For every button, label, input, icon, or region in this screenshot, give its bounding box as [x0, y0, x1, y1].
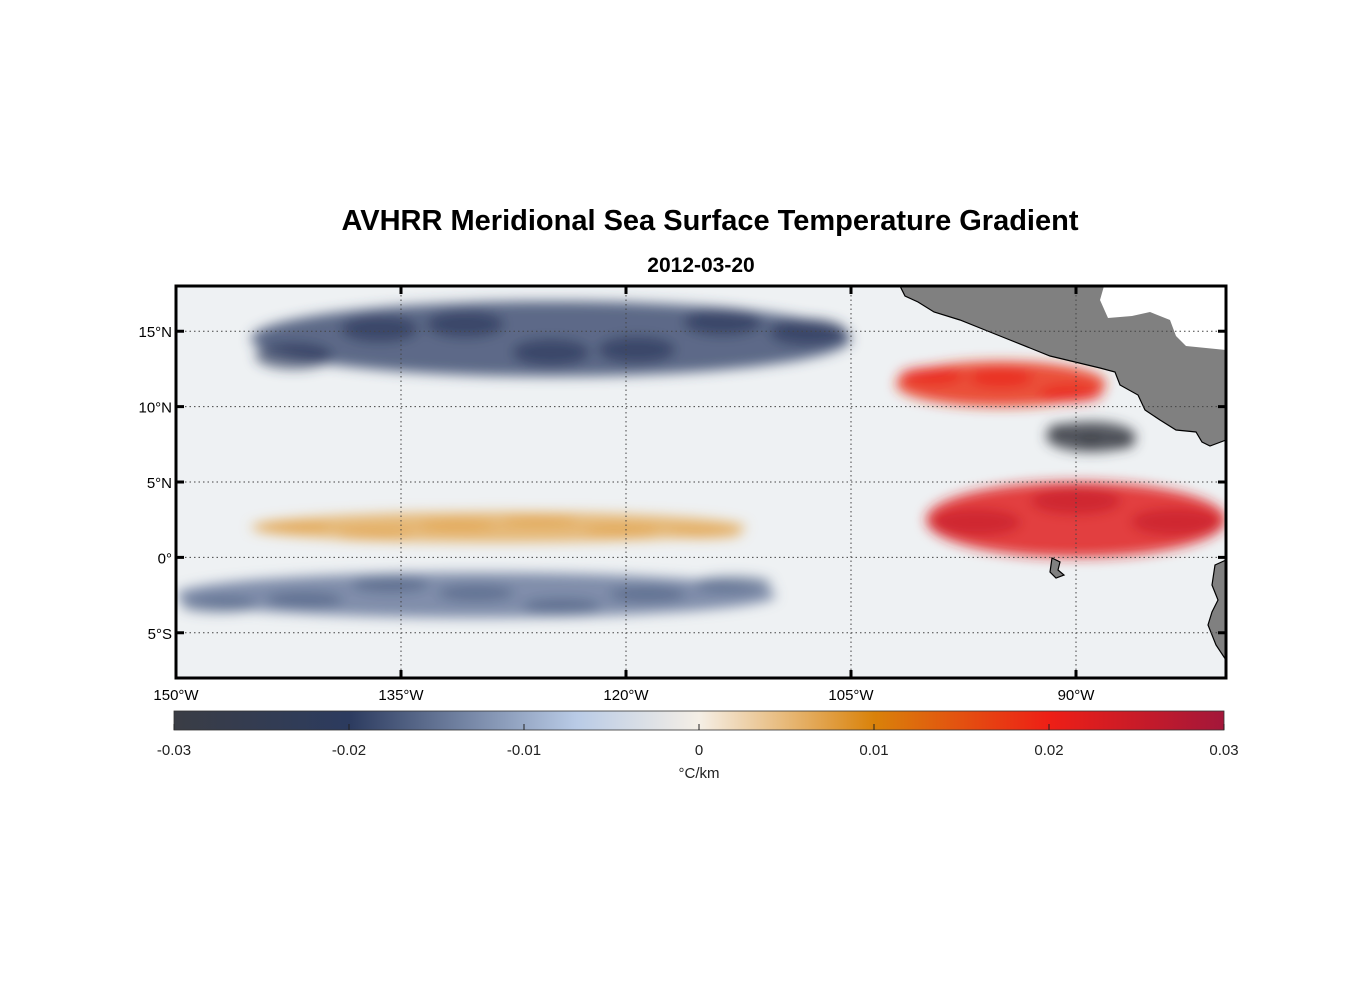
colorbar-tick-label: 0.02 [1034, 742, 1063, 759]
field-streak [341, 315, 419, 342]
colorbar-bar [174, 711, 1224, 730]
field-streak [608, 586, 687, 603]
field-streak [512, 339, 590, 366]
lat-tick-label: 5°S [148, 626, 172, 643]
map-title: AVHRR Meridional Sea Surface Temperature… [341, 205, 1079, 237]
lon-tick-label: 150°W [153, 687, 199, 704]
field-streak [694, 576, 772, 592]
field-streak [180, 596, 258, 613]
lat-tick-label: 5°N [147, 475, 172, 492]
field-streak [667, 527, 742, 539]
colorbar-tick-label: -0.01 [507, 742, 541, 759]
field-streak [585, 525, 660, 537]
colorbar-tick-label: 0.01 [859, 742, 888, 759]
lat-tick-label: 15°N [138, 324, 172, 341]
field-streak [437, 585, 515, 601]
field-streak [931, 509, 1021, 536]
colorbar-ticks: -0.03 -0.02 -0.01 0 0.01 0.02 0.03 [157, 724, 1239, 759]
plot-area [176, 286, 1226, 678]
field-streak [899, 367, 963, 384]
land-mass [899, 286, 1226, 662]
field-streak [266, 591, 344, 608]
colorbar: -0.03 -0.02 -0.01 0 0.01 0.02 0.03 °C/km [157, 710, 1239, 782]
field-streak [683, 308, 762, 336]
colorbar-tick-label: 0.03 [1209, 742, 1238, 759]
colorbar-unit-label: °C/km [679, 765, 720, 782]
lon-tick-label: 120°W [603, 687, 649, 704]
field-streak [598, 336, 676, 363]
field-streak [255, 342, 333, 370]
field-streak [337, 529, 412, 540]
field-streak [1107, 437, 1135, 449]
lat-tick-label: 10°N [138, 400, 172, 417]
field-streak [523, 598, 601, 615]
field-streak [1031, 487, 1121, 515]
lon-tick-label: 135°W [378, 687, 424, 704]
axis-ticks [174, 286, 1226, 678]
field-streak [1131, 508, 1221, 536]
field-streak [255, 521, 330, 533]
colorbar-tick-label: -0.03 [157, 742, 191, 759]
field-streak [351, 576, 429, 593]
field-streak [769, 318, 847, 346]
field-streak [420, 520, 495, 531]
colorbar-tick-label: -0.02 [332, 742, 366, 759]
south-america-land [1207, 559, 1226, 662]
field-streak [426, 311, 504, 338]
field-streak [502, 514, 577, 526]
lon-tick-label: 105°W [828, 687, 874, 704]
lat-tick-label: 0° [158, 550, 172, 567]
field-streak [1047, 424, 1075, 435]
axis-labels: 150°W 135°W 120°W 105°W 90°W 15°N 10°N 5°N 0° 5°S [138, 324, 1095, 704]
field-streak [1077, 434, 1105, 446]
field-streak [1039, 386, 1103, 403]
colorbar-tick-label: 0 [695, 742, 703, 759]
galapagos-islands [1049, 557, 1066, 579]
lon-tick-label: 90°W [1058, 687, 1096, 704]
field-feature-4 [926, 482, 1226, 558]
map-date: 2012-03-20 [647, 254, 755, 277]
field-streak [969, 369, 1033, 386]
central-america-inland [1100, 286, 1226, 350]
central-america-land [899, 286, 1226, 447]
